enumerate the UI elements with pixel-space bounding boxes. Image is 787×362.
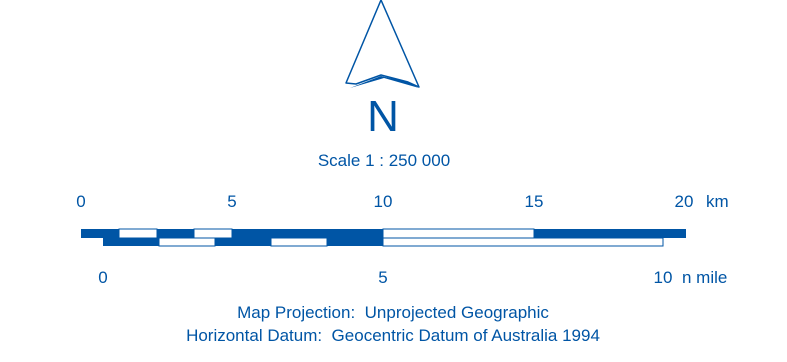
km-segment: [232, 229, 383, 238]
km-tick-label: 0: [76, 192, 85, 211]
km-tick-label: 10: [374, 192, 393, 211]
scale-ratio: Scale 1 : 250 000: [318, 151, 450, 170]
nmile-unit-label: n mile: [682, 268, 727, 287]
nmile-tick-label: 5: [378, 268, 387, 287]
km-segment: [382, 228, 535, 239]
nmile-segment: [327, 238, 383, 246]
km-tick-label: 15: [525, 192, 544, 211]
north-arrow-base: [350, 76, 419, 88]
km-tick-label: 5: [227, 192, 236, 211]
nmile-tick-label: 10: [654, 268, 673, 287]
nmile-segment: [103, 238, 159, 246]
km-tick-label: 20: [675, 192, 694, 211]
nmile-segment: [382, 237, 664, 247]
km-segment: [534, 229, 686, 238]
nmile-segment: [215, 238, 271, 246]
km-segment: [118, 228, 158, 239]
km-scale-bar: [81, 228, 686, 239]
nmile-tick-label: 0: [98, 268, 107, 287]
map-projection-note: Map Projection: Unprojected Geographic: [237, 303, 549, 322]
north-arrow-outline: [345, 0, 420, 88]
horizontal-datum-note: Horizontal Datum: Geocentric Datum of Au…: [186, 326, 600, 345]
km-segment: [193, 228, 233, 239]
km-segment: [81, 229, 119, 238]
north-letter: N: [367, 92, 399, 141]
nmile-segment: [270, 237, 328, 247]
km-segment: [157, 229, 194, 238]
nmile-scale-bar: [103, 237, 664, 247]
nmile-segment: [158, 237, 216, 247]
north-arrow-icon: [345, 0, 420, 88]
km-unit-label: km: [706, 192, 729, 211]
